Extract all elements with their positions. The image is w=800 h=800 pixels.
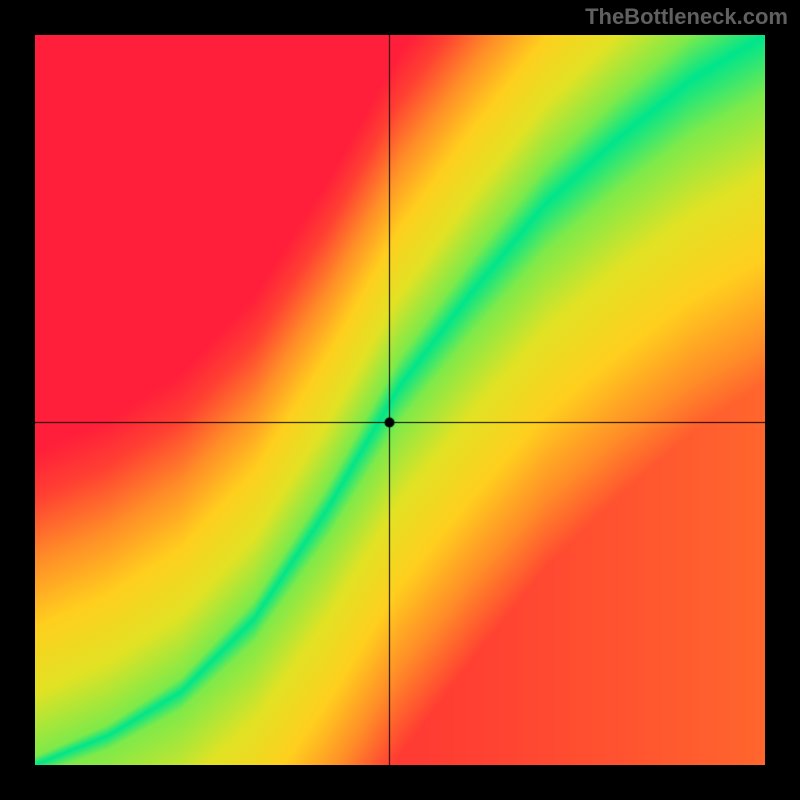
watermark-text: TheBottleneck.com: [585, 4, 788, 30]
plot-area: [35, 35, 765, 765]
chart-container: TheBottleneck.com: [0, 0, 800, 800]
heatmap-canvas: [35, 35, 765, 765]
